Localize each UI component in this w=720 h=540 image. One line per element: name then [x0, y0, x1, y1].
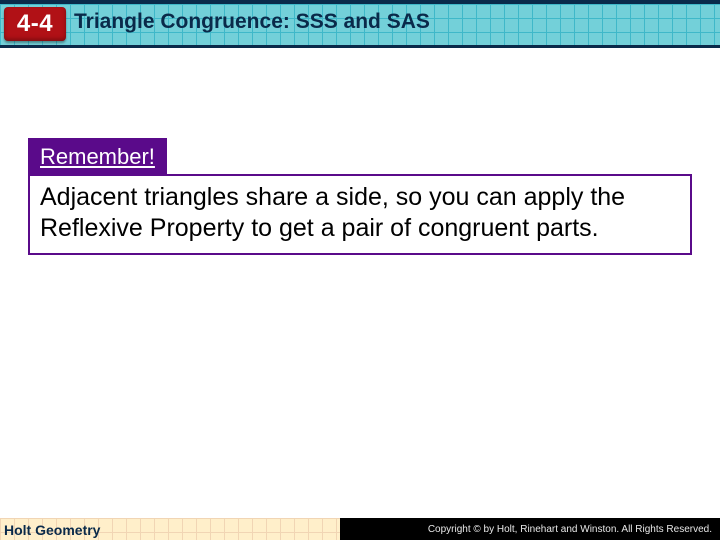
lesson-title: Triangle Congruence: SSS and SAS — [74, 10, 430, 34]
footer-copyright-bar: Copyright © by Holt, Rinehart and Winsto… — [340, 518, 720, 540]
callout-text: Adjacent triangles share a side, so you … — [40, 182, 680, 243]
remember-callout: Remember! Adjacent triangles share a sid… — [28, 138, 692, 255]
header-underline — [0, 45, 720, 48]
footer-brand: Holt Geometry — [4, 522, 100, 538]
lesson-number-chip: 4-4 — [4, 7, 66, 41]
header-band: 4-4 Triangle Congruence: SSS and SAS — [0, 0, 720, 48]
footer-copyright: Copyright © by Holt, Rinehart and Winsto… — [428, 524, 712, 535]
callout-body: Adjacent triangles share a side, so you … — [28, 174, 692, 255]
callout-tab: Remember! — [28, 138, 167, 174]
footer: Holt Geometry Copyright © by Holt, Rineh… — [0, 518, 720, 540]
